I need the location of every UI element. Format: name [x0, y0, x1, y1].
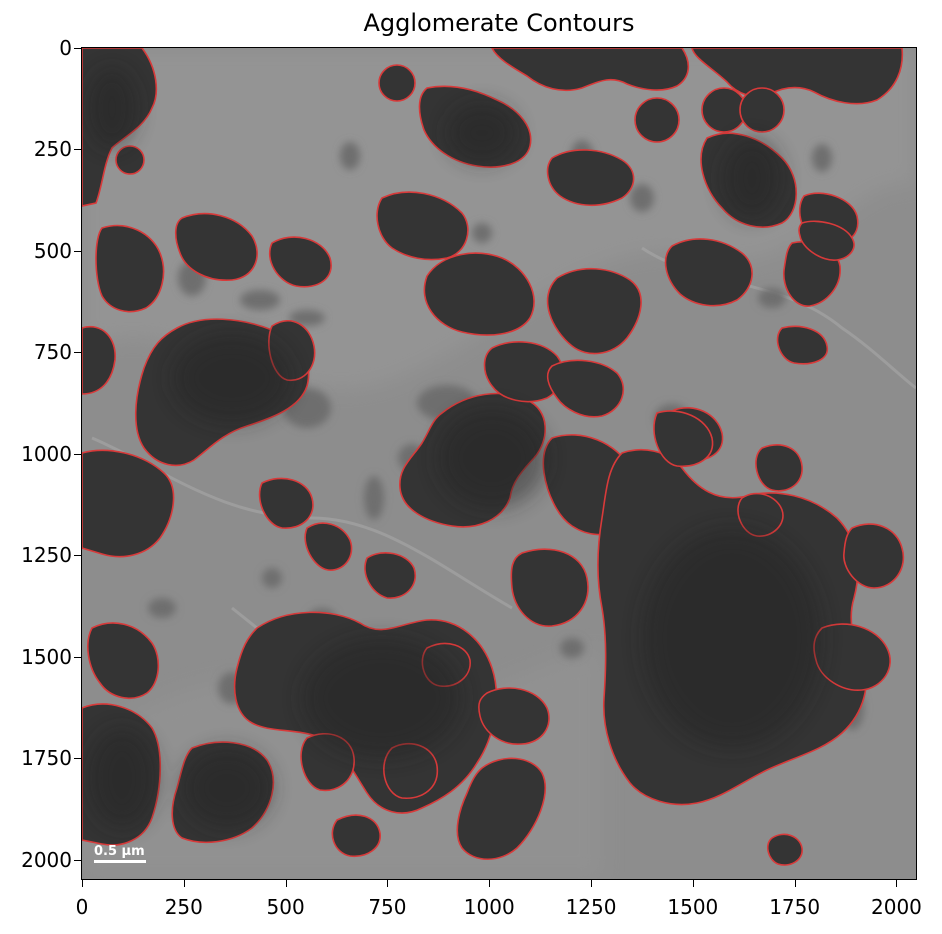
x-tick-mark [489, 880, 491, 887]
x-tick-mark [896, 880, 898, 887]
y-tick-label: 0 [59, 36, 72, 60]
x-tick-label: 250 [164, 895, 203, 919]
y-tick-label: 2000 [21, 847, 72, 872]
x-tick-mark [692, 880, 694, 887]
y-tick-label: 750 [33, 340, 72, 365]
x-tick-label: 500 [266, 895, 305, 919]
x-tick-mark [285, 880, 287, 887]
y-tick-mark [74, 555, 81, 557]
scale-bar-label: 0.5 µm [94, 844, 145, 859]
y-tick-mark [74, 352, 81, 354]
x-tick-label: 1500 [667, 895, 719, 919]
y-tick-mark [74, 656, 81, 658]
y-tick-mark [74, 48, 81, 49]
image-axes: 0.5 µm [81, 47, 917, 880]
y-tick-mark [74, 859, 81, 861]
figure-title: Agglomerate Contours [363, 9, 635, 37]
x-tick-mark [183, 880, 185, 887]
x-tick-label: 750 [368, 895, 407, 919]
x-tick-mark [794, 880, 796, 887]
x-tick-label: 1250 [565, 895, 617, 919]
x-tick-label: 2000 [871, 895, 922, 919]
y-tick-mark [74, 250, 81, 252]
x-tick-mark [387, 880, 389, 887]
x-tick-mark [591, 880, 593, 887]
x-tick-label: 1750 [769, 895, 821, 919]
y-tick-label: 1000 [21, 441, 72, 466]
y-tick-mark [74, 758, 81, 760]
y-tick-label: 1500 [21, 644, 72, 669]
y-tick-label: 1250 [21, 543, 72, 568]
y-tick-mark [74, 453, 81, 455]
y-tick-label: 1750 [21, 746, 72, 771]
micrograph-image [82, 48, 916, 879]
x-tick-label: 1000 [463, 895, 515, 919]
y-tick-label: 500 [33, 238, 72, 263]
y-tick-mark [74, 149, 81, 151]
x-tick-mark [82, 880, 83, 887]
scale-bar: 0.5 µm [94, 844, 146, 863]
scale-bar-line [94, 860, 146, 863]
x-tick-label: 0 [75, 895, 89, 919]
y-tick-label: 250 [33, 137, 72, 162]
